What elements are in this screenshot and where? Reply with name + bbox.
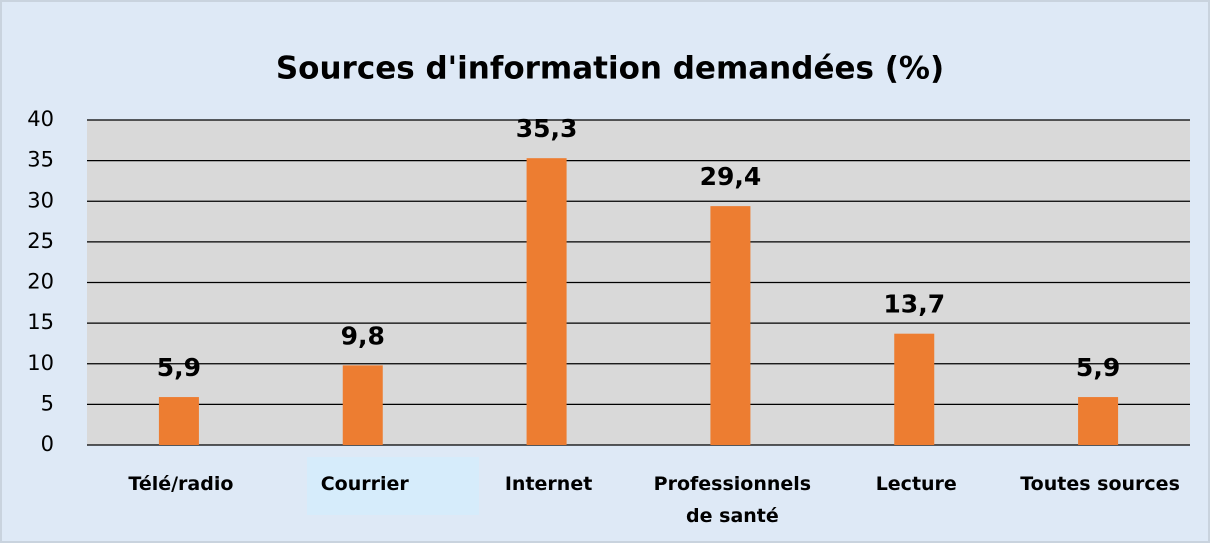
y-tick-label: 25 <box>27 229 54 253</box>
value-label: 13,7 <box>883 290 945 319</box>
y-tick-label: 10 <box>27 351 54 375</box>
x-tick-label: Télé/radio <box>128 473 234 495</box>
chart-title: Sources d'information demandées (%) <box>276 51 944 87</box>
value-label: 5,9 <box>1076 353 1120 382</box>
y-tick-label: 0 <box>41 432 54 456</box>
x-tick-label: Toutes sources <box>1020 473 1180 495</box>
y-tick-label: 35 <box>27 148 54 172</box>
value-label: 5,9 <box>157 353 201 382</box>
x-tick-label: Professionnels de santé <box>653 473 812 527</box>
highlight <box>307 457 479 515</box>
value-label: 29,4 <box>700 162 762 191</box>
value-label: 9,8 <box>341 321 385 350</box>
y-tick-label: 40 <box>27 107 54 131</box>
bar <box>158 397 199 445</box>
y-tick-label: 5 <box>41 391 54 415</box>
bar <box>894 333 935 445</box>
y-tick-label: 30 <box>27 188 54 212</box>
value-label: 35,3 <box>516 114 578 143</box>
y-tick-label: 15 <box>27 310 54 334</box>
bar <box>342 365 383 445</box>
bar <box>710 206 751 445</box>
x-tick-label: Lecture <box>875 473 957 495</box>
bar <box>1078 397 1119 445</box>
x-tick-label: Courrier <box>320 473 409 495</box>
x-tick-label: Internet <box>504 473 593 495</box>
y-tick-label: 20 <box>27 270 54 294</box>
bar <box>526 158 567 445</box>
